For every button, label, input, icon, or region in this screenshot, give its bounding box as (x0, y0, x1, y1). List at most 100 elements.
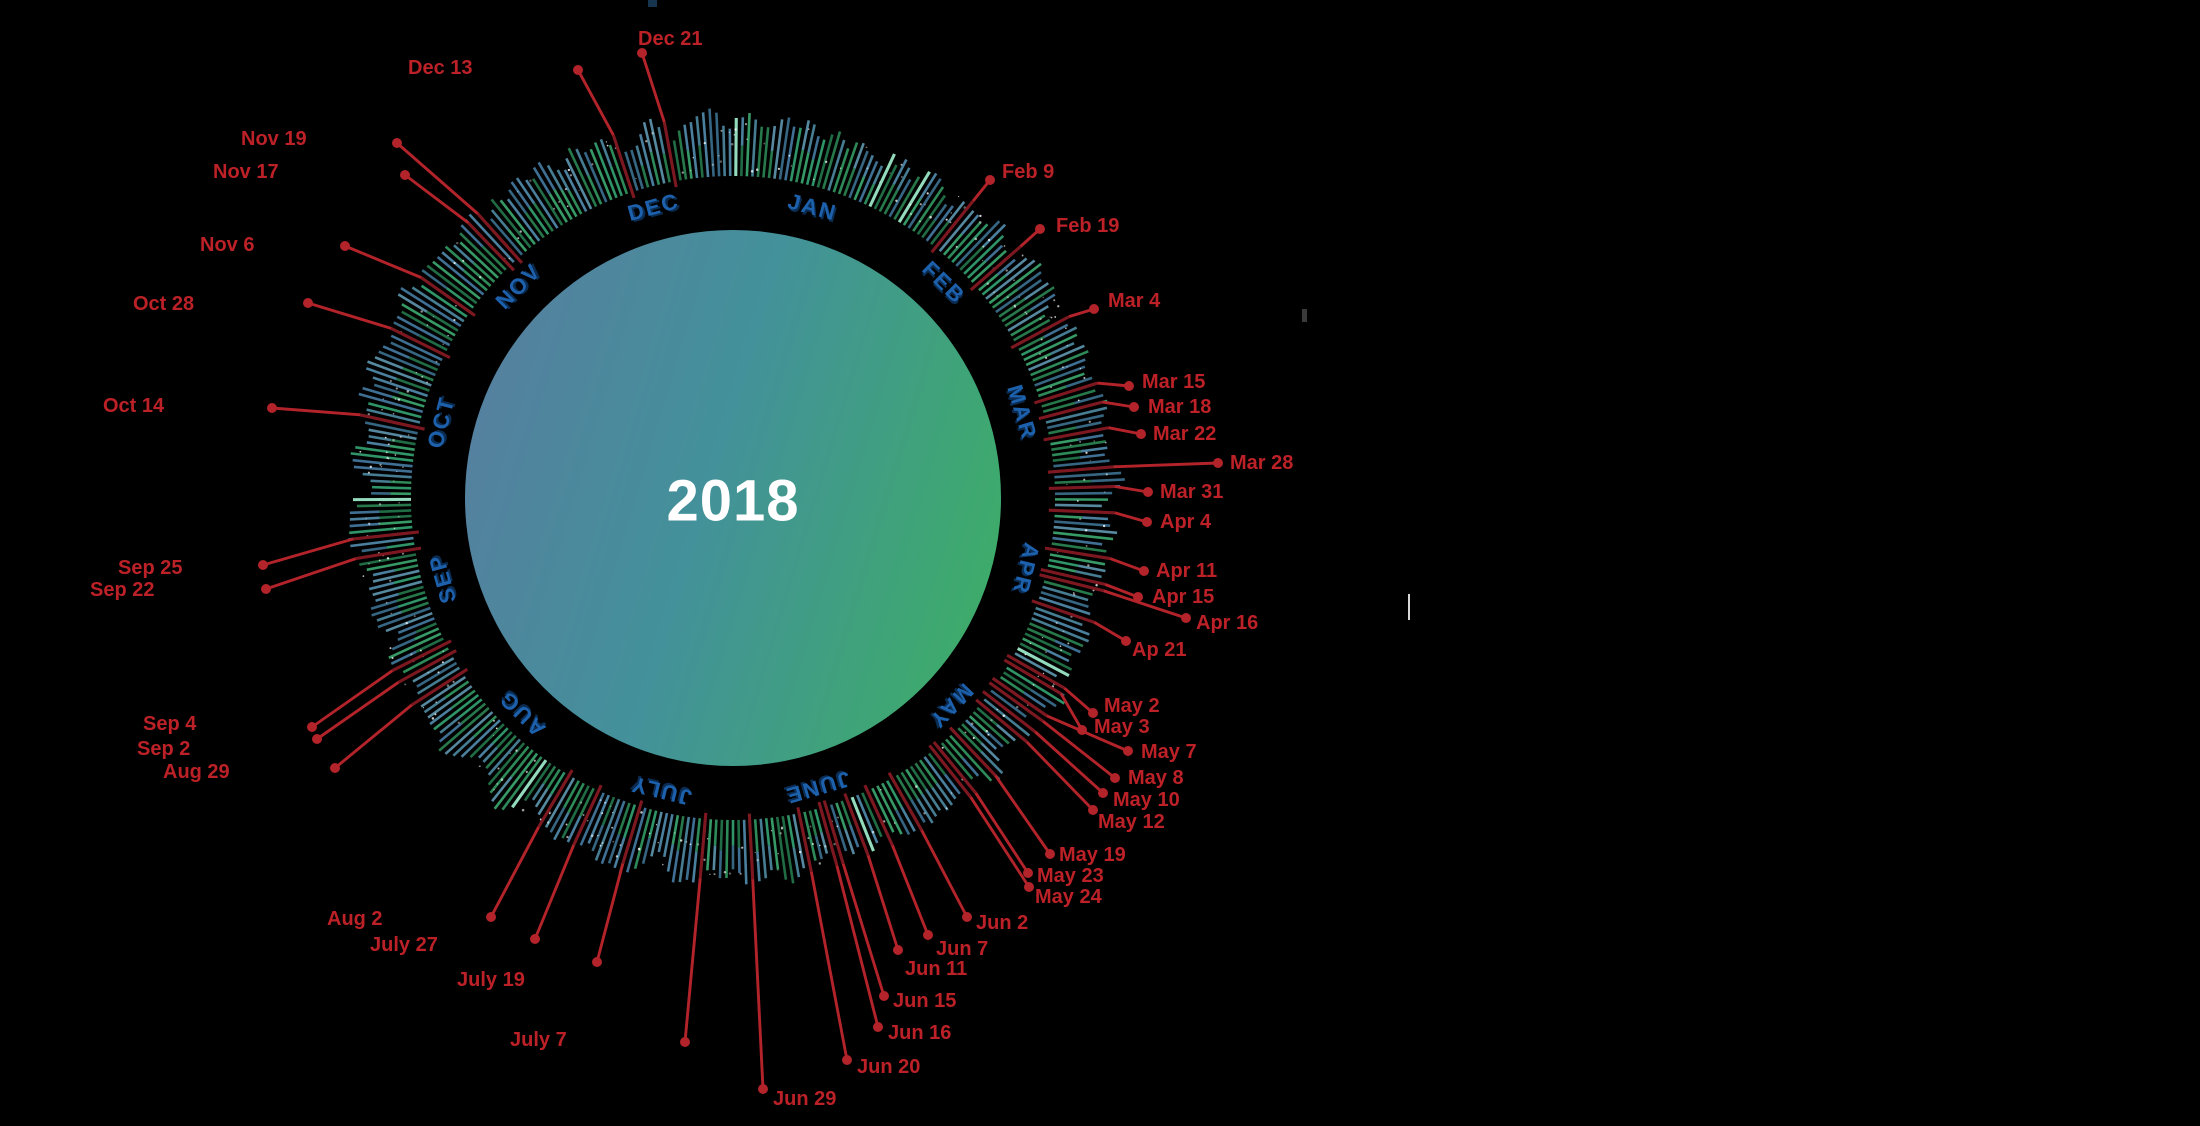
event-dot (340, 241, 350, 251)
event-line-inner (991, 676, 1048, 718)
event-dot (1045, 849, 1055, 859)
event-line-inner (988, 681, 1044, 723)
event-label: Mar 28 (1230, 452, 1293, 474)
event-label: Ap 21 (1132, 639, 1186, 661)
event-dot (400, 170, 410, 180)
event-label: Sep 25 (118, 557, 182, 579)
pixel-artifact-1 (1302, 309, 1307, 322)
event-label: May 3 (1094, 716, 1150, 738)
event-line-outer (994, 774, 1052, 855)
event-line-inner (355, 546, 422, 561)
event-line-outer (576, 69, 615, 136)
event-line-inner (391, 639, 452, 673)
event-label: Mar 15 (1142, 371, 1205, 393)
event-line-outer (271, 406, 361, 417)
event-line-outer (841, 863, 886, 997)
event-label: Sep 2 (137, 738, 190, 760)
event-line-outer (1113, 461, 1219, 469)
event-label: May 24 (1035, 886, 1103, 908)
event-line-outer (595, 863, 625, 963)
event-label: Aug 2 (327, 908, 383, 930)
event-dot (1121, 636, 1131, 646)
event-line-outer (1046, 714, 1129, 753)
event-dot (486, 912, 496, 922)
event-label: Oct 14 (103, 395, 165, 417)
event-label: July 19 (457, 969, 525, 991)
event-dot (1088, 708, 1098, 718)
event-dot (1098, 788, 1108, 798)
event-line-outer (311, 669, 394, 729)
event-label: Apr 15 (1152, 586, 1214, 608)
event-dot (530, 934, 540, 944)
event-line-inner (698, 812, 708, 879)
event-line-inner (353, 530, 419, 541)
event-dot (267, 403, 277, 413)
event-line-outer (891, 844, 930, 936)
event-dot (758, 1084, 768, 1094)
month-label-mar: MAR (1002, 382, 1042, 443)
event-line-inner (1047, 465, 1114, 474)
event-line-inner (981, 690, 1037, 733)
event-line-inner (1003, 658, 1062, 696)
event-label: Jun 20 (857, 1056, 920, 1078)
event-line-outer (969, 796, 1031, 888)
event-line-outer (396, 141, 479, 215)
event-label: Mar 22 (1153, 423, 1216, 445)
ring-speckles (359, 122, 1108, 876)
event-line-inner (397, 649, 457, 684)
event-label: May 8 (1128, 767, 1184, 789)
event-line-inner (975, 698, 1028, 744)
pixel-artifact-2 (1408, 594, 1410, 620)
event-line-outer (1109, 557, 1145, 573)
event-label: Mar 31 (1160, 481, 1223, 503)
event-line-outer (1025, 740, 1095, 812)
event-dot (985, 175, 995, 185)
event-dot (1133, 592, 1143, 602)
event-dot (1139, 566, 1149, 576)
event-line-outer (1097, 381, 1130, 388)
month-label-nov: NOV (491, 258, 546, 314)
event-dot (1124, 381, 1134, 391)
event-label: Apr 4 (1160, 511, 1212, 533)
event-line-outer (334, 703, 413, 770)
event-dots (258, 48, 1223, 1094)
event-dot (923, 930, 933, 940)
event-dot (1129, 402, 1139, 412)
event-label: July 27 (370, 934, 438, 956)
event-line-outer (316, 681, 400, 741)
event-dot (258, 560, 268, 570)
event-label: Apr 11 (1156, 560, 1217, 582)
event-dot (879, 991, 889, 1001)
event-label: Jun 15 (893, 990, 956, 1012)
event-label: Nov 17 (213, 161, 279, 183)
event-line-inner (928, 744, 972, 799)
event-line-inner (930, 199, 975, 254)
event-line-outer (1042, 720, 1116, 780)
event-line-outer (835, 865, 880, 1028)
pixel-artifact-0 (648, 0, 657, 7)
event-dot (592, 957, 602, 967)
event-line-outer (265, 557, 357, 591)
event-line-inner (1039, 573, 1104, 593)
event-line-outer (1059, 693, 1084, 731)
event-label: Oct 28 (133, 293, 194, 315)
event-dot (1136, 429, 1146, 439)
event-line-inner (796, 806, 813, 873)
event-line-outer (1114, 511, 1148, 524)
event-line-inner (747, 813, 755, 880)
event-line-inner (863, 784, 894, 846)
event-labels: Feb 9 Feb 19 Mar 4 Mar 15 Mar 18 Mar 22 Mar 28… (90, 28, 1293, 1110)
event-line-outer (1104, 583, 1139, 599)
event-line-inner (1038, 400, 1104, 421)
event-dot (307, 722, 317, 732)
event-dot (637, 48, 647, 58)
event-dot (1213, 458, 1223, 468)
event-label: May 23 (1037, 865, 1104, 887)
event-dot (1089, 304, 1099, 314)
event-line-inner (1048, 484, 1115, 491)
event-dot (962, 912, 972, 922)
event-line-outer (1034, 730, 1104, 795)
event-line-inner (969, 245, 1022, 292)
event-label: July 7 (510, 1029, 567, 1051)
